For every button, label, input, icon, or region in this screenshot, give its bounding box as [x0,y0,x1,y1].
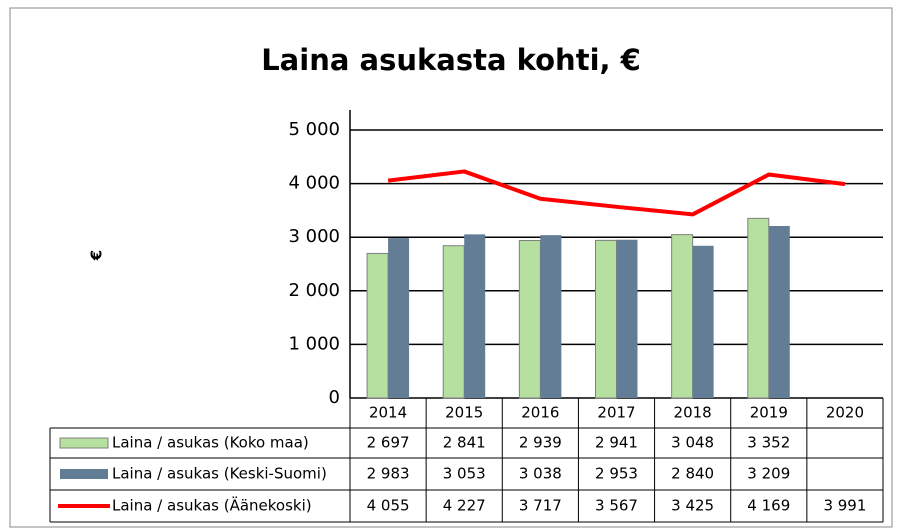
table-value: 2 697 [367,434,410,452]
x-tick-label: 2014 [369,404,407,422]
bar [671,234,694,399]
y-tick-label: 1 000 [288,333,340,354]
y-tick-label: 2 000 [288,280,340,301]
x-tick-label: 2017 [597,404,635,422]
table-value: 2 840 [671,465,714,483]
y-axis-label: € [88,250,106,261]
y-tick-label: 0 [329,387,340,408]
bar [442,245,465,399]
table-value: 3 717 [519,497,562,515]
y-tick-label: 5 000 [288,119,340,140]
x-tick-label: 2018 [674,404,712,422]
y-tick-label: 3 000 [288,226,340,247]
x-tick-label: 2020 [826,404,864,422]
table-value: 2 939 [519,434,562,452]
chart-title: Laina asukasta kohti, € [261,43,641,77]
legend-key [59,437,109,449]
table-value: 3 425 [671,497,714,515]
table-value: 3 991 [823,497,866,515]
x-tick-label: 2019 [750,404,788,422]
bar [388,238,410,398]
table-value: 3 567 [595,497,638,515]
table-value: 4 227 [443,497,486,515]
table-value: 2 983 [367,465,410,483]
table-value: 3 209 [747,465,790,483]
table-value: 4 055 [367,497,410,515]
bar [768,225,790,398]
bar [747,217,770,399]
table-value: 3 053 [443,465,486,483]
bar [366,252,389,399]
bar [692,245,714,398]
x-tick-label: 2015 [445,404,483,422]
legend-label: Laina / asukas (Keski-Suomi) [112,465,327,483]
legend-label: Laina / asukas (Äänekoski) [112,496,312,515]
bar [595,239,617,399]
bar [540,235,562,398]
table-value: 3 048 [671,434,714,452]
table-value: 3 038 [519,465,562,483]
table-value: 2 953 [595,465,638,483]
table-value: 4 169 [747,497,790,515]
table-value: 3 352 [747,434,790,452]
bar [518,239,541,399]
bar [616,239,638,398]
y-tick-label: 4 000 [288,173,340,194]
x-tick-label: 2016 [521,404,559,422]
table-value: 2 941 [595,434,638,452]
table-value: 2 841 [443,434,486,452]
legend-label: Laina / asukas (Koko maa) [112,434,309,452]
legend-key [60,469,108,479]
line [387,169,846,217]
bar [464,234,486,398]
